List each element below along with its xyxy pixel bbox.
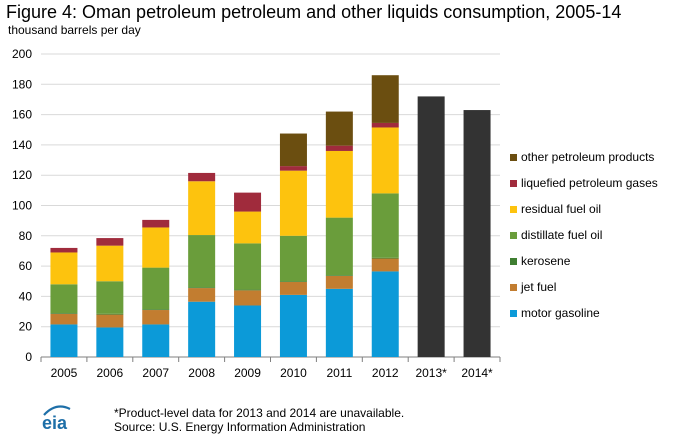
bar-segment — [279, 235, 307, 282]
footnote-unavailable: *Product-level data for 2013 and 2014 ar… — [114, 406, 405, 420]
bar-segment — [188, 288, 216, 302]
bar-segment — [371, 75, 399, 123]
y-tick-label: 80 — [19, 229, 33, 243]
legend-swatch — [510, 284, 517, 291]
bar-segment — [96, 281, 124, 314]
x-tick-label: 2014* — [461, 366, 493, 380]
bar-segment — [142, 324, 170, 357]
bar-total — [463, 110, 491, 358]
eia-logo: eia — [38, 400, 78, 439]
y-tick-label: 120 — [12, 168, 32, 182]
y-tick-label: 200 — [12, 47, 32, 61]
x-tick-label: 2013* — [415, 366, 447, 380]
bar-segment — [234, 243, 262, 290]
bar-segment — [279, 282, 307, 295]
logo-arc — [43, 405, 71, 416]
chart-title: Figure 4: Oman petroleum petroleum and o… — [6, 2, 622, 22]
bar-segment — [325, 145, 353, 151]
bar-segment — [96, 238, 124, 246]
y-tick-label: 0 — [25, 350, 32, 364]
bar-segment — [234, 289, 262, 291]
legend-swatch — [510, 206, 517, 213]
bar-segment — [142, 227, 170, 268]
legend-label: jet fuel — [521, 280, 557, 294]
legend-swatch — [510, 154, 517, 161]
chart-subtitle: thousand barrels per day — [8, 23, 141, 37]
bar-segment — [234, 290, 262, 306]
x-tick-label: 2005 — [51, 366, 78, 380]
bar-segment — [371, 122, 399, 128]
bar-segment — [325, 275, 353, 276]
bar-segment — [188, 181, 216, 236]
bar-segment — [234, 192, 262, 212]
x-tick-label: 2010 — [280, 366, 307, 380]
bar-segment — [142, 310, 170, 325]
bar-total — [417, 96, 445, 358]
bar-segment — [188, 172, 216, 182]
legend-label: other petroleum products — [521, 150, 655, 164]
bar-segment — [50, 252, 78, 285]
x-tick-label: 2006 — [96, 366, 123, 380]
legend-swatch — [510, 180, 517, 187]
bar-segment — [188, 287, 216, 289]
legend-swatch — [510, 310, 517, 317]
bar-segment — [50, 313, 78, 314]
x-tick-label: 2009 — [234, 366, 261, 380]
bar-segment — [371, 257, 399, 259]
bar-segment — [325, 275, 353, 289]
y-tick-label: 60 — [19, 259, 33, 273]
bar-segment — [279, 294, 307, 357]
bar-segment — [279, 166, 307, 171]
bar-segment — [371, 258, 399, 272]
y-tick-label: 140 — [12, 138, 32, 152]
bar-segment — [50, 247, 78, 253]
legend-swatch — [510, 258, 517, 265]
x-tick-label: 2012 — [372, 366, 399, 380]
bar-segment — [325, 111, 353, 146]
bar-segment — [325, 217, 353, 276]
logo-text: eia — [42, 413, 68, 433]
bar-segment — [234, 305, 262, 357]
bar-segment — [142, 309, 170, 311]
x-tick-label: 2011 — [326, 366, 352, 380]
bar-segment — [96, 313, 124, 315]
bar-segment — [371, 127, 399, 194]
bar-segment — [371, 271, 399, 357]
footnote-source: Source: U.S. Energy Information Administ… — [114, 420, 366, 434]
bar-segment — [50, 284, 78, 314]
x-tick-label: 2007 — [142, 366, 169, 380]
bar-segment — [50, 313, 78, 325]
bar-segment — [279, 170, 307, 236]
legend-label: motor gasoline — [521, 306, 600, 320]
legend-label: liquefied petroleum gases — [521, 176, 658, 190]
y-tick-label: 100 — [12, 199, 32, 213]
bar-segment — [50, 324, 78, 357]
y-tick-label: 180 — [12, 77, 32, 91]
bar-segment — [142, 267, 170, 310]
bar-segment — [234, 211, 262, 244]
y-tick-label: 20 — [19, 320, 33, 334]
bar-segment — [188, 301, 216, 357]
footnote: *Product-level data for 2013 and 2014 ar… — [114, 406, 404, 434]
x-tick-label: 2008 — [188, 366, 215, 380]
legend-label: residual fuel oil — [521, 202, 602, 216]
bar-segment — [96, 314, 124, 328]
bar-segment — [279, 133, 307, 167]
bar-segment — [188, 235, 216, 288]
bar-segment — [279, 281, 307, 283]
bar-segment — [96, 245, 124, 282]
bar-segment — [325, 150, 353, 218]
legend-swatch — [510, 232, 517, 239]
bar-segment — [371, 193, 399, 258]
bar-segment — [142, 219, 170, 228]
legend-label: kerosene — [521, 254, 571, 268]
legend-label: distillate fuel oil — [521, 228, 603, 242]
y-tick-label: 40 — [19, 289, 33, 303]
y-tick-label: 160 — [12, 108, 32, 122]
bar-segment — [96, 327, 124, 357]
bar-segment — [325, 288, 353, 357]
